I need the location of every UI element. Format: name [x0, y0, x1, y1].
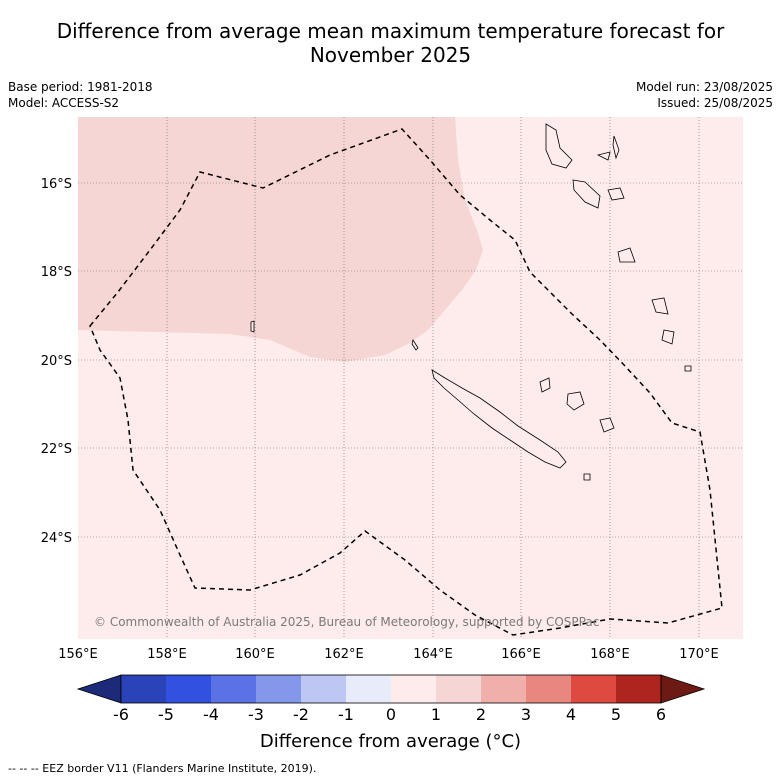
- colorbar-title: Difference from average (°C): [259, 731, 522, 752]
- vanuatu-efate: [607, 187, 625, 201]
- colorbar-tick-label: 3: [521, 705, 531, 724]
- colorbar-tick-label: 0: [386, 705, 396, 724]
- colorbar-tick-label: -6: [113, 705, 129, 724]
- new-caledonia-island: [431, 369, 567, 469]
- colorbar-segment: [301, 675, 346, 703]
- colorbar-segment: [571, 675, 616, 703]
- anomaly-region-1-to-2: [78, 117, 483, 362]
- colorbar-segment: [121, 675, 166, 703]
- title-line-2: November 2025: [309, 43, 472, 67]
- vanuatu-maewo: [596, 151, 611, 161]
- loyalty-island-3: [599, 417, 615, 433]
- colorbar-segment: [526, 675, 571, 703]
- chart-title: Difference from average mean maximum tem…: [0, 19, 781, 67]
- x-tick-label: 158°E: [147, 647, 187, 662]
- colorbar-tick-label: -4: [203, 705, 219, 724]
- colorbar-segment: [346, 675, 391, 703]
- x-tick-label: 162°E: [324, 647, 364, 662]
- y-tick-label: 20°S: [41, 354, 72, 369]
- island-east-2: [661, 329, 675, 345]
- loyalty-island-1: [539, 377, 551, 393]
- x-tick-label: 170°E: [679, 647, 719, 662]
- footer-note: -- -- -- EEZ border V11 (Flanders Marine…: [8, 762, 317, 775]
- colorbar-tick-label: 4: [566, 705, 576, 724]
- vanuatu-erromango: [617, 247, 636, 263]
- eez-border: [89, 128, 723, 636]
- copyright-text: © Commonwealth of Australia 2025, Bureau…: [94, 615, 599, 629]
- colorbar-segment: [391, 675, 436, 703]
- colorbar-tick-label: -5: [158, 705, 174, 724]
- colorbar-segment: [436, 675, 481, 703]
- colorbar-tick-label: 2: [476, 705, 486, 724]
- model-name: Model: ACCESS-S2: [8, 96, 120, 110]
- colorbar-segment: [166, 675, 211, 703]
- island-east-1: [651, 297, 669, 315]
- y-tick-labels: 16°S 18°S 20°S 22°S 24°S: [41, 177, 72, 546]
- y-tick-label: 22°S: [41, 442, 72, 457]
- y-tick-label: 18°S: [41, 265, 72, 280]
- x-tick-label: 160°E: [235, 647, 275, 662]
- x-tick-label: 164°E: [413, 647, 453, 662]
- colorbar-tick-label: 1: [431, 705, 441, 724]
- colorbar-tick-label: -1: [338, 705, 354, 724]
- colorbar-tick-label: 5: [611, 705, 621, 724]
- x-tick-label: 168°E: [590, 647, 630, 662]
- island-east-3: [684, 365, 692, 372]
- island-reef-1: [411, 338, 419, 351]
- colorbar-arrow-right: [660, 674, 706, 704]
- model-run: Model run: 23/08/2025: [635, 80, 773, 94]
- title-line-1: Difference from average mean maximum tem…: [56, 19, 725, 43]
- colorbar-tick-label: 6: [656, 705, 666, 724]
- colorbar-outline: [120, 674, 662, 704]
- meta-left: Base period: 1981-2018 Model: ACCESS-S2: [8, 79, 153, 111]
- x-tick-labels: 156°E 158°E 160°E 162°E 164°E 166°E 168°…: [58, 647, 719, 662]
- y-tick-label: 24°S: [41, 531, 72, 546]
- vanuatu-malekula: [572, 179, 601, 209]
- colorbar-segment: [211, 675, 256, 703]
- island-west-1: [250, 320, 255, 333]
- colorbar-segment: [616, 675, 661, 703]
- base-period: Base period: 1981-2018: [8, 80, 153, 94]
- vanuatu-pentecost: [612, 135, 620, 160]
- vanuatu-espiritu-santo: [545, 123, 573, 169]
- issued-date: Issued: 25/08/2025: [657, 96, 773, 110]
- land-masses: [250, 123, 692, 481]
- colorbar-segment: [481, 675, 526, 703]
- colorbar-arrow-left: [76, 674, 122, 704]
- y-tick-label: 16°S: [41, 177, 72, 192]
- colorbar-tick-label: -3: [248, 705, 264, 724]
- island-south-1: [583, 473, 591, 481]
- colorbar-tick-label: -2: [293, 705, 309, 724]
- x-tick-label: 156°E: [58, 647, 98, 662]
- meta-right: Model run: 23/08/2025 Issued: 25/08/2025: [636, 79, 773, 111]
- x-tick-label: 166°E: [501, 647, 541, 662]
- loyalty-island-2: [566, 391, 585, 411]
- colorbar-segment: [256, 675, 301, 703]
- colorbar: -6 -5 -4 -3 -2 -1 0 1 2 3 4 5 6: [76, 674, 706, 724]
- gridlines: [78, 117, 743, 639]
